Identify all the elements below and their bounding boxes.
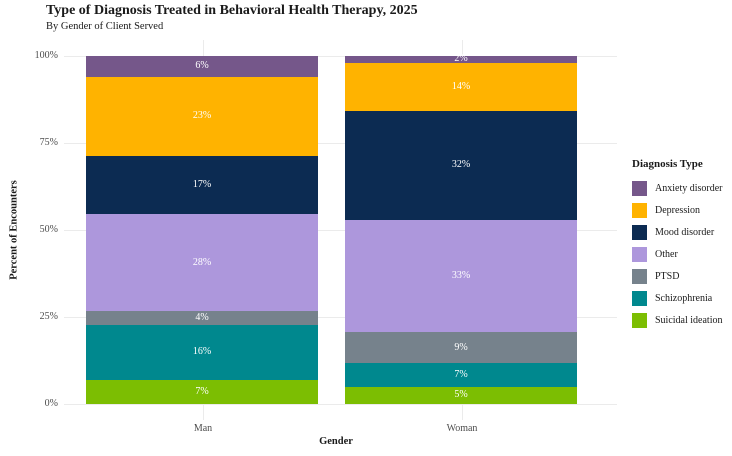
bar-value-label: 14% xyxy=(451,80,471,92)
y-axis-tick-label: 50% xyxy=(39,224,58,235)
bar-value-label: 7% xyxy=(454,368,468,380)
bar-segment-depression: 14% xyxy=(345,62,577,111)
legend-item-label: Other xyxy=(655,248,678,260)
legend-item-label: Mood disorder xyxy=(655,226,715,238)
chart-subtitle: By Gender of Client Served xyxy=(46,21,164,32)
legend-item-label: PTSD xyxy=(655,270,680,282)
bar-value-label: 23% xyxy=(192,110,212,122)
gridline-horizontal xyxy=(64,316,617,318)
bar-segment-ptsd: 9% xyxy=(345,332,577,364)
legend-item-anxiety-disorder: Anxiety disorder xyxy=(632,177,723,199)
stacked-bar-woman: 2% 14% 32% 33% 9% 7% 5% xyxy=(345,53,577,404)
bar-segment-anxiety-disorder: 2% xyxy=(345,53,577,65)
legend-item-ptsd: PTSD xyxy=(632,265,723,287)
y-axis-tick-label: 75% xyxy=(39,137,58,148)
bar-segment-anxiety-disorder: 6% xyxy=(86,56,318,77)
stacked-bar-man: 6% 23% 17% 28% 4% 16% 7% xyxy=(86,56,318,404)
gridline-horizontal xyxy=(64,229,617,231)
bar-value-label: 2% xyxy=(454,53,468,65)
legend-swatch xyxy=(632,312,647,328)
legend-swatch xyxy=(632,290,647,306)
legend-item-label: Schizophrenia xyxy=(655,292,713,304)
bar-value-label: 33% xyxy=(451,270,471,282)
bar-segment-suicidal-ideation: 5% xyxy=(345,386,577,404)
legend-swatch xyxy=(632,202,647,218)
legend-item-other: Other xyxy=(632,243,723,265)
gridline-horizontal xyxy=(64,55,617,57)
bar-segment-schizophrenia: 16% xyxy=(86,324,318,380)
legend-item-label: Depression xyxy=(655,204,700,216)
x-axis-tick-label: Man xyxy=(193,423,213,434)
bar-value-label: 16% xyxy=(192,346,212,358)
legend-swatch xyxy=(632,246,647,262)
plot-panel: 6% 23% 17% 28% 4% 16% 7% 2% 14% 32% 33% 9% 7% 5% xyxy=(64,40,617,420)
legend-swatch xyxy=(632,224,647,240)
y-axis-tick-label: 25% xyxy=(39,311,58,322)
y-axis-tick-label: 100% xyxy=(34,50,58,61)
legend-swatch xyxy=(632,268,647,284)
bar-value-label: 7% xyxy=(195,385,209,397)
bar-segment-mood-disorder: 32% xyxy=(345,110,577,220)
bar-value-label: 4% xyxy=(195,311,209,323)
bar-segment-depression: 23% xyxy=(86,76,318,156)
legend-item-schizophrenia: Schizophrenia xyxy=(632,287,723,309)
bar-value-label: 17% xyxy=(192,179,212,191)
bar-value-label: 6% xyxy=(195,60,209,72)
legend-item-label: Anxiety disorder xyxy=(655,182,723,194)
legend-item-mood-disorder: Mood disorder xyxy=(632,221,723,243)
bar-segment-ptsd: 4% xyxy=(86,310,318,325)
gridline-horizontal xyxy=(64,142,617,144)
bar-value-label: 5% xyxy=(454,389,468,401)
bar-value-label: 28% xyxy=(192,256,212,268)
y-axis-tick-label: 0% xyxy=(44,398,58,409)
bar-segment-schizophrenia: 7% xyxy=(345,363,577,387)
bar-value-label: 32% xyxy=(451,159,471,171)
legend-item-suicidal-ideation: Suicidal ideation xyxy=(632,309,723,331)
x-axis-tick-label: Woman xyxy=(446,423,478,434)
bar-segment-mood-disorder: 17% xyxy=(86,155,318,215)
legend-swatch xyxy=(632,180,647,196)
bar-segment-other: 33% xyxy=(345,219,577,333)
gridline-horizontal xyxy=(64,403,617,405)
bar-value-label: 9% xyxy=(454,341,468,353)
legend-item-label: Suicidal ideation xyxy=(655,314,723,326)
x-axis-title: Gender xyxy=(319,436,353,447)
legend-title: Diagnosis Type xyxy=(632,158,703,170)
legend: Diagnosis Type Anxiety disorder Depressio… xyxy=(632,158,723,331)
legend-item-depression: Depression xyxy=(632,199,723,221)
bar-segment-other: 28% xyxy=(86,214,318,311)
legend-items: Anxiety disorder Depression Mood disorder O… xyxy=(632,177,723,331)
chart-title: Type of Diagnosis Treated in Behavioral … xyxy=(46,3,418,18)
bar-segment-suicidal-ideation: 7% xyxy=(86,379,318,404)
